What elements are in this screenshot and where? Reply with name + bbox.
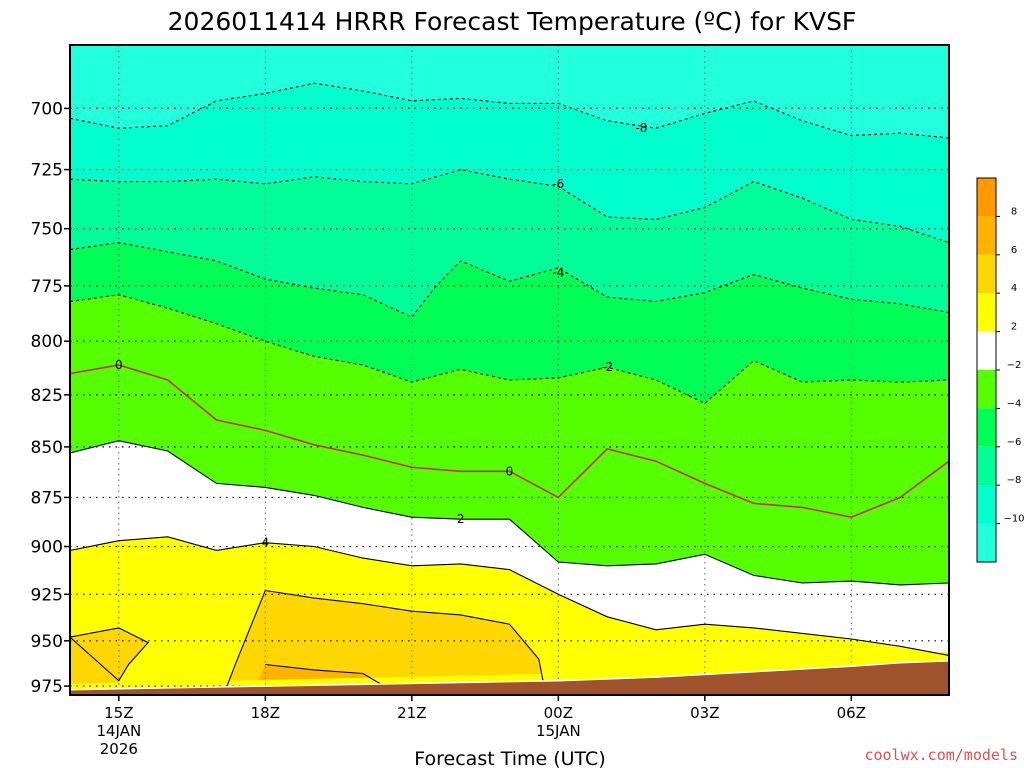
contour-line--6	[70, 169, 949, 244]
y-tick-label: 975	[31, 677, 63, 697]
y-tick-label: 725	[31, 161, 63, 181]
colorbar-swatch	[977, 370, 996, 409]
colorbar-swatch	[977, 446, 996, 486]
x-tick-label: 21Z	[397, 704, 426, 722]
surface-edge	[70, 660, 949, 691]
colorbar-legend: 8 6 4 2 −2 −4 −6 −8 −10	[976, 177, 1024, 563]
x-tick-label: 15Z	[104, 704, 133, 722]
colorbar-swatch	[977, 408, 996, 447]
contour-line--8	[70, 82, 949, 139]
contour-line--4	[70, 242, 949, 318]
contour-line-2	[70, 440, 949, 586]
x-tick-label: 06Z	[837, 704, 866, 722]
x-axis-label: Forecast Time (UTC)	[414, 748, 605, 768]
y-tick-label: 750	[31, 220, 63, 240]
y-tick-label: 925	[31, 585, 63, 605]
contour-line-8	[265, 663, 388, 689]
contour-label-0-b: 0	[506, 464, 514, 478]
colorbar-tick-label: 2	[1011, 322, 1017, 333]
y-tick-label: 875	[31, 488, 63, 508]
colorbar-tick-label: 4	[1011, 283, 1017, 294]
y-tick-label: 950	[31, 632, 63, 652]
x-tick-label: 00Z	[544, 704, 573, 722]
contour-fills	[70, 45, 949, 695]
colorbar-swatch	[977, 293, 996, 332]
colorbar-tick-label: −4	[1007, 398, 1022, 409]
y-tick-label: 700	[31, 99, 63, 119]
colorbar-tick-label: −8	[1007, 475, 1022, 486]
y-tick-label: 850	[31, 438, 63, 458]
colorbar-swatch	[977, 254, 996, 294]
contour-line--2	[70, 294, 949, 404]
colorbar-swatch	[977, 216, 996, 255]
contour-line-0	[70, 364, 949, 519]
contour-label--4: -4	[552, 265, 564, 279]
chart-title: 2026011414 HRRR Forecast Temperature (ºC…	[168, 7, 857, 36]
colorbar-swatch	[977, 523, 996, 562]
y-tick-label: 775	[31, 277, 63, 297]
contour-label--2: -2	[601, 360, 613, 374]
contour-labels: -8 -6 -4 -2 0 0 2 4	[115, 121, 647, 550]
contour-label-2: 2	[457, 512, 465, 526]
colorbar-swatch	[977, 331, 996, 370]
plot-frame	[69, 44, 950, 696]
x-tick-label: 2026	[100, 740, 138, 758]
contour-label-0: 0	[115, 358, 123, 372]
x-tick-label: 14JAN	[96, 722, 141, 740]
colorbar-tick-label: −10	[1003, 514, 1024, 525]
y-axis: 700 725 750 775 800 825 850 875 900 925 950 975	[31, 99, 70, 697]
contour-line-4	[70, 536, 949, 656]
credit-text: coolwx.com/models	[864, 746, 1018, 764]
colorbar-tick-label: −6	[1007, 437, 1022, 448]
surface-fill	[70, 660, 949, 695]
surface-terrain	[70, 660, 949, 695]
contour-line-6	[70, 627, 149, 682]
colorbar-swatch	[977, 178, 996, 217]
colorbar-swatch	[977, 485, 996, 524]
y-tick-label: 800	[31, 332, 63, 352]
contour-lines	[70, 82, 949, 689]
colorbar-tick-label: −2	[1007, 360, 1022, 371]
grid-lines	[70, 45, 949, 695]
fill-band-6-0	[226, 590, 544, 688]
contour-label--6: -6	[552, 177, 564, 191]
x-tick-label: 03Z	[690, 704, 719, 722]
y-tick-label: 825	[31, 386, 63, 406]
x-tick-label: 15JAN	[536, 722, 581, 740]
contour-label-4: 4	[262, 536, 270, 550]
contour-label--8: -8	[635, 121, 647, 135]
fill-band-6-left	[70, 627, 149, 695]
colorbar-tick-label: 6	[1011, 245, 1017, 256]
y-tick-label: 900	[31, 538, 63, 558]
x-tick-label: 18Z	[251, 704, 280, 722]
colorbar-tick-label: 8	[1011, 206, 1017, 217]
